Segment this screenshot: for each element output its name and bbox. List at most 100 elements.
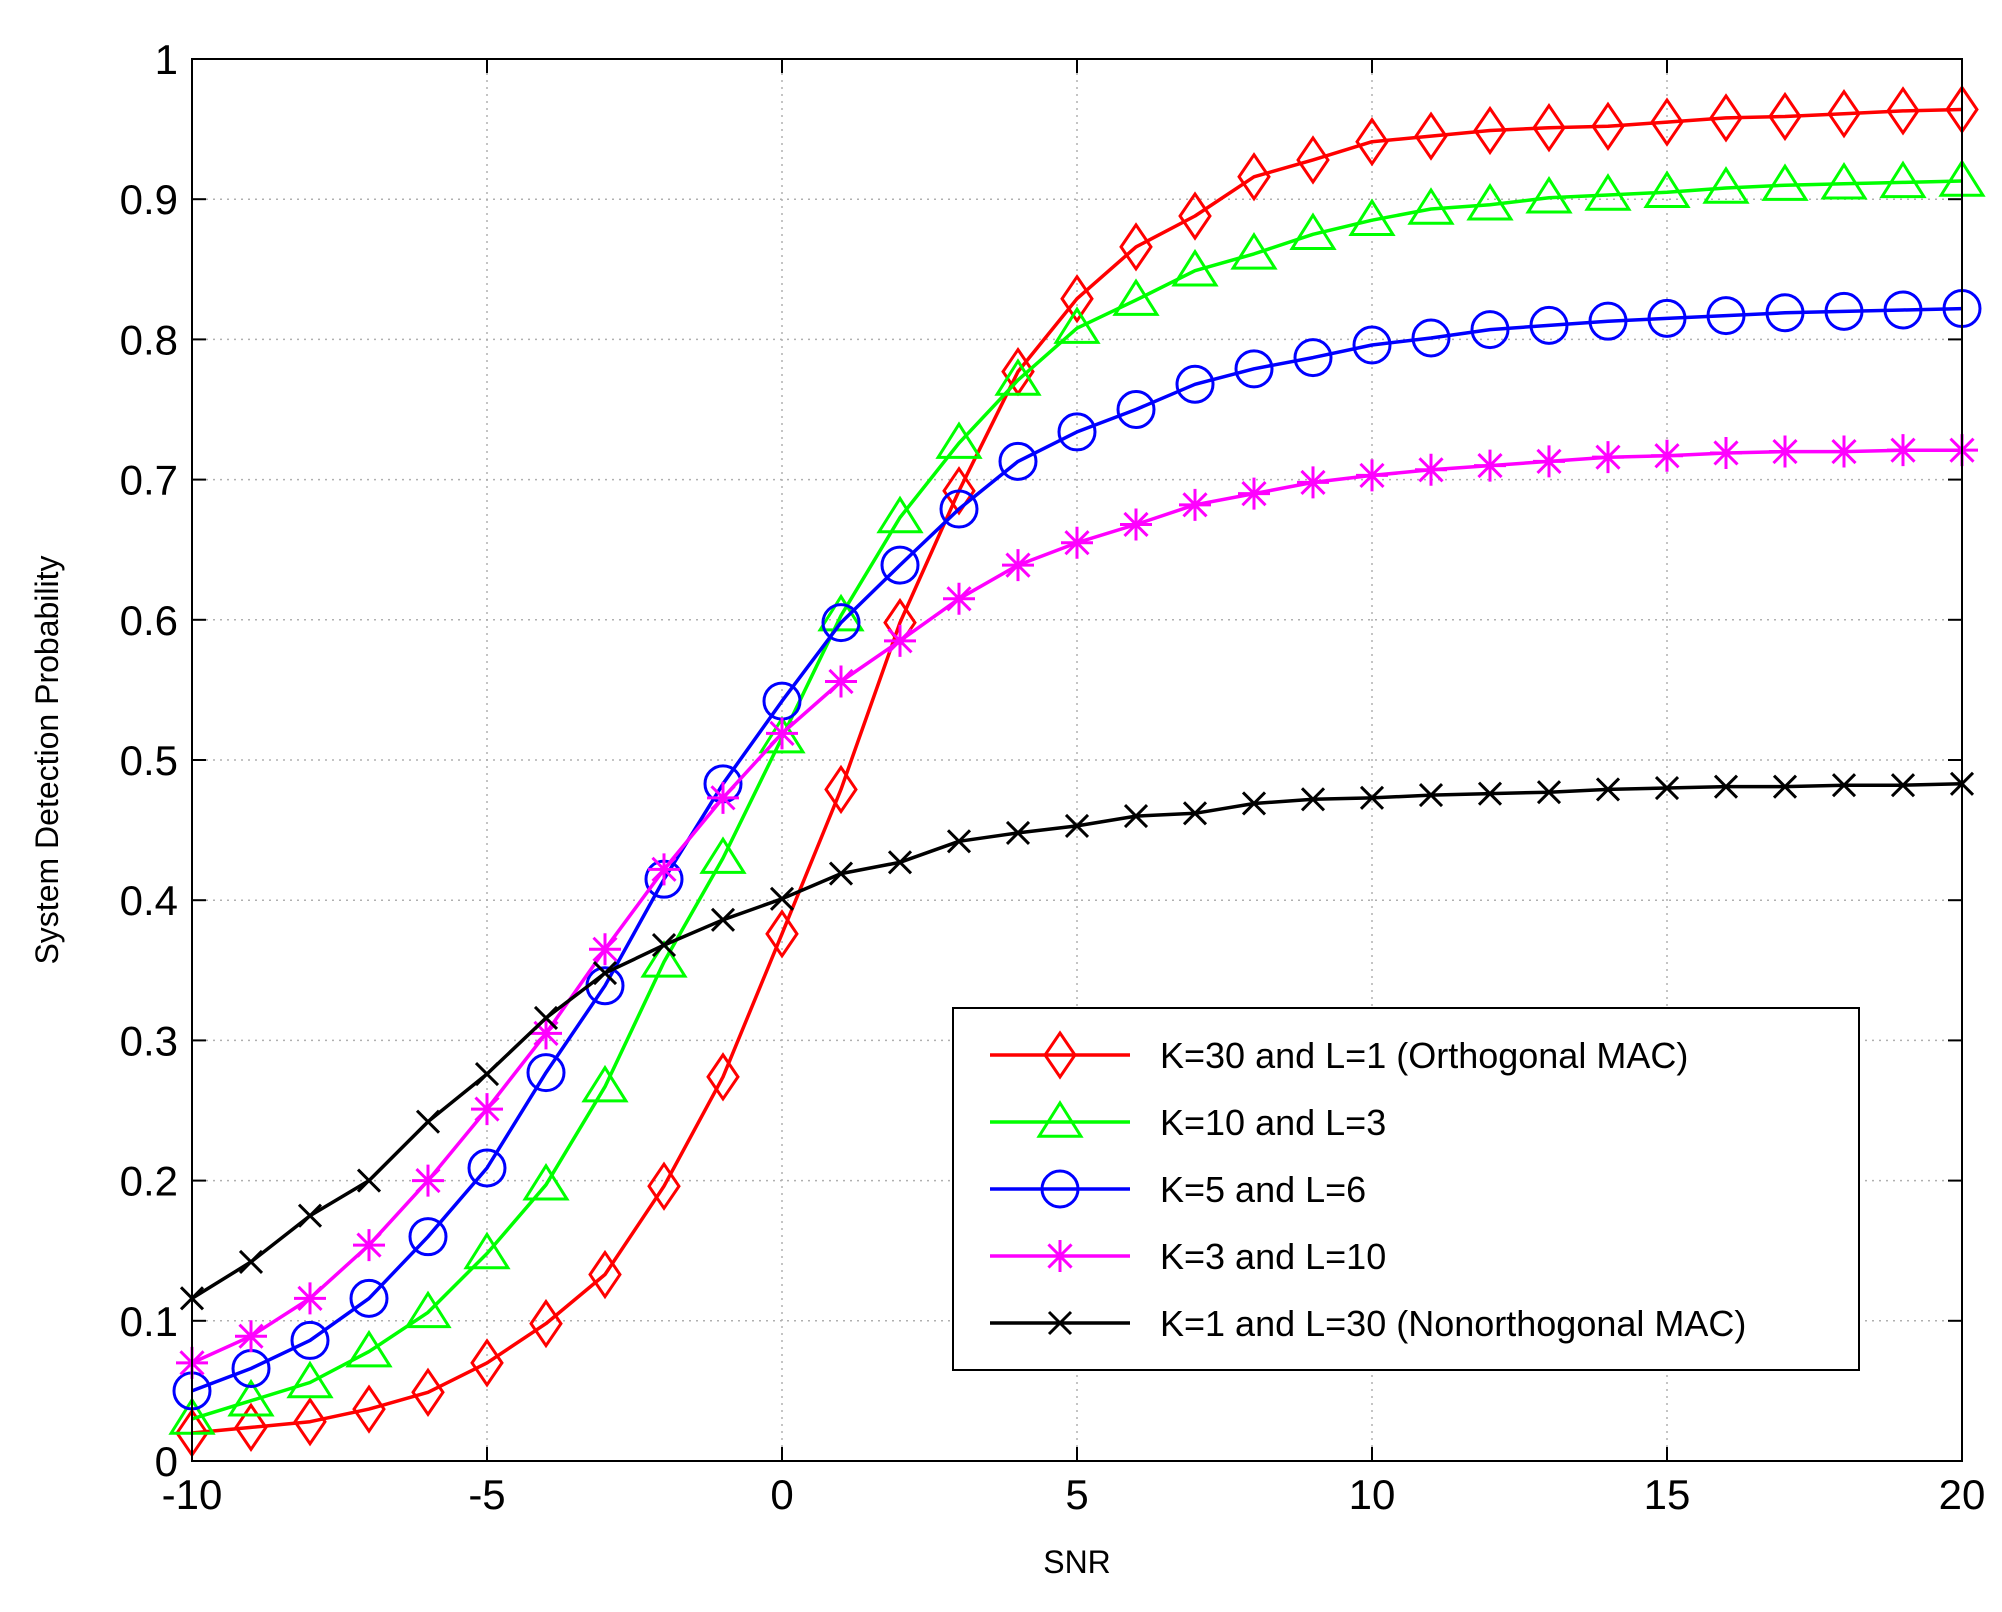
x-tick-label: 20 [1939,1471,1986,1518]
data-point [1886,86,1920,136]
data-point [290,1320,330,1360]
data-point [1879,160,1927,199]
data-point [1241,791,1267,816]
data-point [1702,166,1750,204]
x-axis-label: SNR [1043,1544,1111,1580]
y-tick-label: 0.7 [120,457,178,504]
data-point [1761,163,1809,201]
data-point [581,1064,629,1103]
data-point [824,764,858,815]
data-point [942,466,976,516]
data-point [530,1017,562,1050]
data-point [1820,161,1868,200]
data-point [876,495,924,534]
data-point [356,1168,382,1193]
data-point [880,545,920,585]
data-point [1706,296,1746,336]
data-point [349,1278,389,1318]
legend: K=30 and L=1 (Orthogonal MAC) K=10 and L=… [952,1007,1860,1371]
data-point [1709,93,1743,143]
y-tick-label: 0 [155,1438,178,1485]
data-point [1536,780,1562,805]
data-point [1592,441,1624,474]
data-point [758,715,806,754]
data-point [1060,274,1094,324]
data-point [710,907,736,932]
data-point [1116,390,1156,429]
data-point [828,861,854,886]
legend-marker [1040,1169,1080,1209]
data-point [1179,488,1211,521]
data-point [1061,526,1093,559]
data-point [1293,338,1333,378]
data-point [1182,801,1208,826]
data-point [1529,305,1569,345]
data-point [589,933,621,966]
data-point [1297,466,1329,499]
data-point [1591,101,1625,151]
data-point [651,933,677,958]
data-point [998,441,1038,481]
data-point [293,1397,327,1447]
data-point [1525,175,1573,214]
legend-label: K=3 and L=10 [1160,1236,1386,1277]
data-point [1411,318,1451,358]
data-point [1769,435,1801,468]
data-point [238,1249,264,1274]
data-point [766,717,798,750]
data-point [935,421,983,459]
legend-label: K=10 and L=3 [1160,1102,1386,1143]
y-tick-label: 0.4 [120,877,178,924]
data-point [1710,436,1742,469]
data-point [1002,549,1034,582]
data-point [1112,278,1160,316]
data-point [1772,774,1798,799]
legend-marker [1036,1100,1084,1138]
data-point [1831,773,1857,798]
data-point [1178,191,1212,241]
data-point [1418,782,1444,808]
legend-entry: K=10 and L=3 [990,1100,1386,1143]
data-point [1532,103,1566,153]
data-point [1359,785,1385,810]
data-point [1053,306,1101,344]
data-point [234,1402,268,1453]
data-point [294,1282,326,1315]
y-tick-label: 0.2 [120,1158,178,1205]
data-point [1466,182,1514,221]
data-point [1883,290,1923,330]
x-tick-label: -5 [468,1471,505,1518]
data-point [588,1249,622,1300]
data-point [1120,508,1152,541]
x-tick-label: 15 [1644,1471,1691,1518]
legend-label: K=30 and L=1 (Orthogonal MAC) [1160,1035,1688,1076]
legend-marker [1047,1310,1073,1336]
data-point [352,1384,386,1434]
y-tick-label: 0.3 [120,1017,178,1064]
data-point [463,1231,511,1270]
data-point [1654,775,1680,801]
data-point [1057,412,1097,452]
data-point [529,1298,563,1349]
data-point [887,850,913,875]
series-line [191,107,1963,1435]
data-point [707,781,739,814]
data-point [1473,105,1507,156]
data-point [706,1052,740,1102]
legend-label: K=1 and L=30 (Nonorthogonal MAC) [1160,1303,1746,1344]
data-point [1533,445,1565,478]
legend-marker [1044,1240,1076,1272]
y-tick-label: 0.8 [120,316,178,363]
data-point [946,829,972,854]
data-point [470,1338,504,1388]
data-point [412,1164,444,1197]
data-point [939,489,979,529]
data-point [884,624,916,657]
data-point [1230,232,1278,270]
data-point [411,1367,445,1417]
data-point [522,1162,570,1201]
data-point [235,1320,267,1353]
legend-marker [1043,1030,1077,1080]
data-point [1238,477,1270,510]
